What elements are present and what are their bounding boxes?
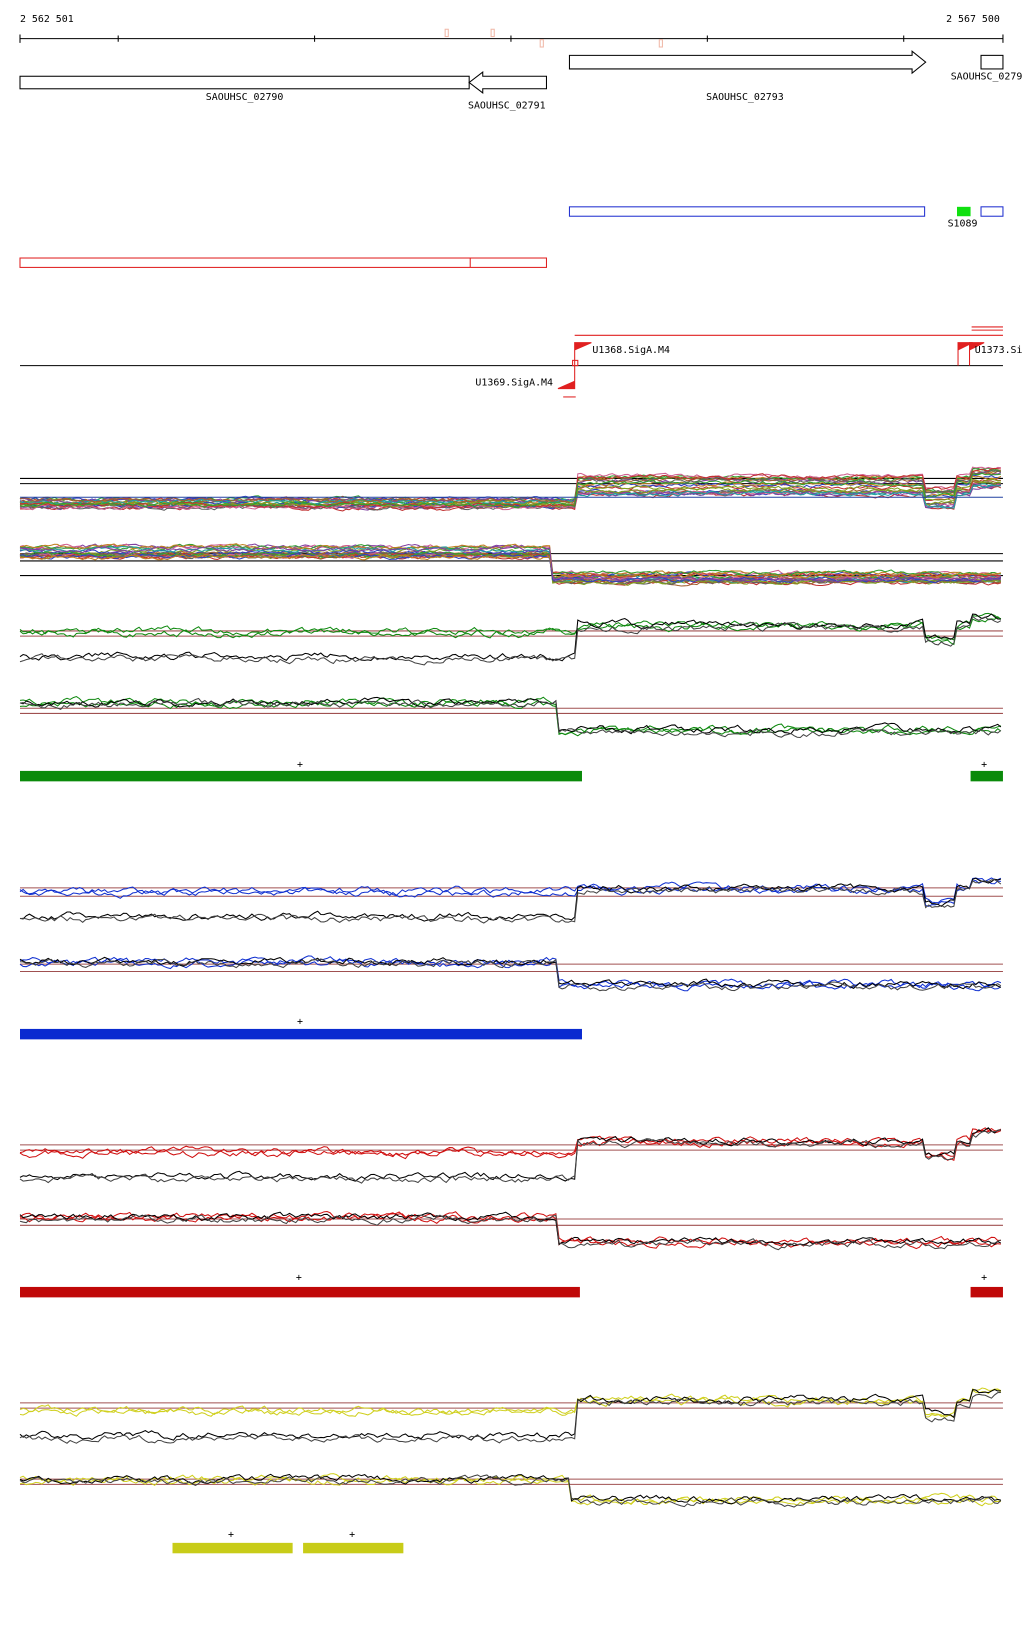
segment-bar	[20, 1286, 580, 1298]
signal-trace	[19, 1127, 1002, 1158]
signal-trace	[19, 1129, 1002, 1184]
ruler-end: 2 567 500	[946, 14, 1000, 25]
signal-trace	[19, 1129, 1002, 1161]
signal-trace	[19, 615, 1002, 666]
gene	[468, 71, 547, 95]
signal-trace	[19, 697, 1002, 737]
signal-trace	[19, 1211, 1002, 1247]
promoter-label: U1368.SigA.M4	[592, 345, 670, 356]
signal-trace	[19, 470, 1002, 504]
gene-label: SAOUHSC_02793	[706, 92, 784, 103]
segment-bar	[20, 1028, 582, 1040]
signal-trace	[19, 880, 1001, 907]
signal-trace	[19, 696, 1002, 735]
signal-trace	[19, 1388, 1002, 1418]
genes	[19, 50, 1004, 95]
segment-bar	[970, 770, 1003, 782]
signal-trace	[19, 697, 1002, 739]
signal-trace	[19, 1474, 1002, 1508]
signal-trace	[19, 613, 1001, 662]
promoter-label: U1373.Si	[975, 345, 1023, 356]
gene	[19, 75, 470, 90]
segment-mark: +	[349, 1529, 355, 1540]
signal-trace	[19, 877, 1002, 922]
signal-trace	[19, 550, 1001, 577]
transcript	[19, 257, 547, 268]
ruler-marks	[444, 28, 663, 48]
signal-trace	[19, 553, 1002, 579]
signal-layer	[19, 466, 1003, 1508]
signal-trace	[19, 1391, 1001, 1444]
signal-trace	[19, 1473, 1002, 1505]
signal-trace	[19, 553, 1002, 584]
segment-mark: +	[228, 1529, 234, 1540]
signal-trace	[19, 543, 1002, 578]
signal-trace	[19, 1388, 1001, 1441]
signal-trace	[19, 1473, 1001, 1505]
gene	[980, 54, 1004, 70]
signal-trace	[19, 877, 1002, 904]
segment-bar	[303, 1542, 404, 1554]
promoter-label: U1369.SigA.M4	[475, 377, 553, 388]
gene-label: SAOUHSC_0279	[951, 71, 1023, 82]
signal-trace	[19, 956, 1002, 990]
ruler-start: 2 562 501	[20, 14, 74, 25]
gene	[568, 50, 927, 75]
signal-trace	[19, 466, 1001, 511]
signal-trace	[19, 616, 1002, 646]
annotation-layer: 2 562 501 2 567 500 SAOUHSC_02790 SAOUHS…	[19, 14, 1023, 1554]
signal-trace	[19, 472, 1001, 509]
gene-label: SAOUHSC_02790	[206, 92, 284, 103]
signal-trace	[19, 958, 1002, 992]
segment-mark: +	[296, 1273, 302, 1284]
transcript	[568, 206, 926, 217]
segment-bar	[970, 1286, 1003, 1298]
feature-label: S1089	[948, 219, 978, 230]
segment-mark: +	[981, 1273, 987, 1284]
segment-mark: +	[981, 760, 987, 771]
segment-mark: +	[297, 1017, 303, 1028]
promoter-flag	[557, 365, 576, 390]
ruler-ticks	[19, 34, 1004, 43]
promoter-box	[572, 359, 579, 367]
segment-bar	[172, 1542, 293, 1554]
signal-trace	[19, 1127, 1001, 1182]
segment-bar	[20, 770, 582, 782]
promoter-flag	[574, 342, 592, 366]
signal-trace	[19, 1214, 1002, 1251]
transcript	[980, 206, 1004, 217]
segment-mark: +	[297, 760, 303, 771]
signal-trace	[19, 879, 1002, 924]
signal-trace	[19, 545, 1002, 583]
promoter-flag	[969, 342, 985, 366]
gene-label: SAOUHSC_02791	[468, 101, 546, 112]
srna	[956, 206, 971, 217]
